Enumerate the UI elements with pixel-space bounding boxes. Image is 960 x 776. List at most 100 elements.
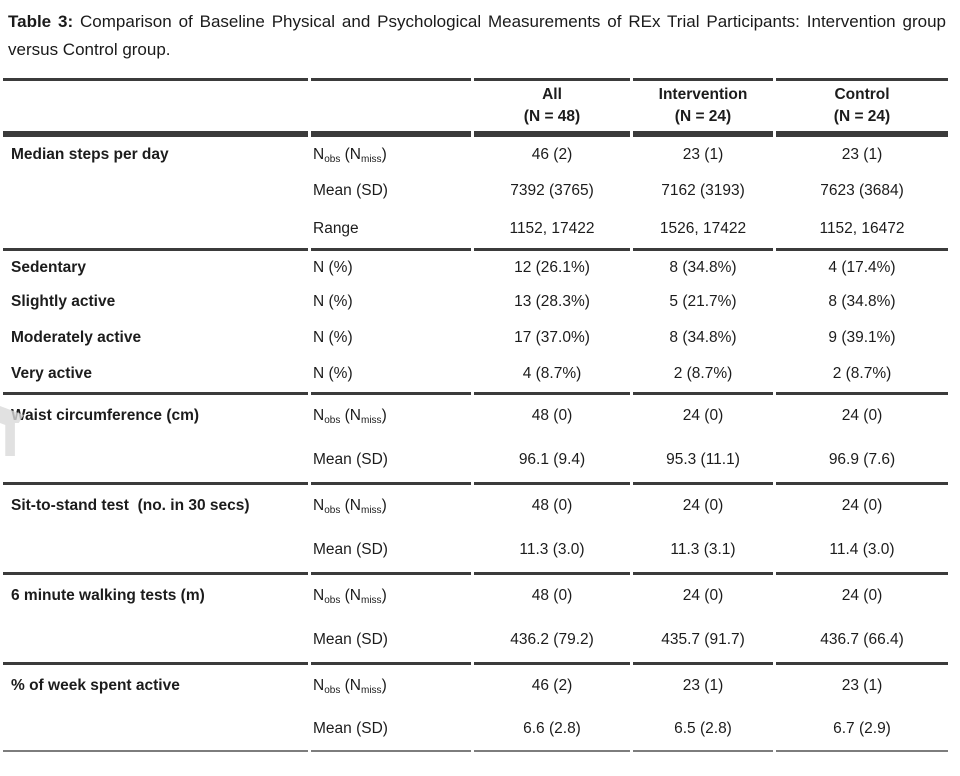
table-row: Waist circumference (cm) Nobs (Nmiss) 48… <box>3 392 948 437</box>
stat-nobs-base: N <box>313 497 325 515</box>
stat-nobs-sub: obs <box>324 153 341 165</box>
cell-intervention: 2 (8.7%) <box>673 365 733 383</box>
stat-nobs-sub: obs <box>324 595 341 607</box>
cell-intervention: 24 (0) <box>633 482 773 527</box>
cell-control: 2 (8.7%) <box>832 365 892 383</box>
stat-label-npct: N (%) <box>313 365 353 383</box>
col-header-control-n: (N = 24) <box>833 108 891 126</box>
table-row: Mean (SD) 436.2 (79.2) 435.7 (91.7) 436.… <box>3 617 948 662</box>
cell-control: 24 (0) <box>776 482 948 527</box>
cell-all: 46 (2) <box>474 662 630 707</box>
table-row: Mean (SD) 96.1 (9.4) 95.3 (11.1) 96.9 (7… <box>3 437 948 482</box>
table-row: Mean (SD) 6.6 (2.8) 6.5 (2.8) 6.7 (2.9) <box>3 707 948 753</box>
cell-control: 23 (1) <box>776 662 948 707</box>
cell-intervention: 8 (34.8%) <box>669 329 737 347</box>
stat-label-nobs: Nobs (Nmiss) <box>311 662 471 707</box>
table-row: Median steps per day Nobs (Nmiss) 46 (2)… <box>3 134 948 172</box>
header-spacer-measure <box>3 78 308 135</box>
stat-nobs-base: N <box>313 407 325 425</box>
stat-nobs-end: ) <box>381 407 387 425</box>
col-header-intervention: Intervention (N = 24) <box>633 78 773 135</box>
row-label: Very active <box>11 365 93 383</box>
row-label <box>3 527 308 572</box>
stat-nobs-mid: (N <box>340 145 361 163</box>
table-row: Mean (SD) 11.3 (3.0) 11.3 (3.1) 11.4 (3.… <box>3 527 948 572</box>
cell-intervention: 11.3 (3.1) <box>670 540 736 558</box>
row-label: Waist circumference (cm) <box>3 392 308 437</box>
baseline-measurements-table: All (N = 48) Intervention (N = 24) Control… <box>0 78 951 753</box>
cell-all: 7392 (3765) <box>510 182 594 200</box>
cell-control: 96.9 (7.6) <box>828 450 896 468</box>
stat-nobs-mid: (N <box>340 407 361 425</box>
stat-label-nobs: Nobs (Nmiss) <box>311 134 471 172</box>
row-label: Sit-to-stand test (no. in 30 secs) <box>3 482 308 527</box>
stat-nmiss-sub: miss <box>361 415 382 427</box>
table-caption: Table 3: Comparison of Baseline Physical… <box>8 8 946 63</box>
cell-all: 48 (0) <box>474 572 630 617</box>
cell-all: 11.3 (3.0) <box>519 540 585 558</box>
cell-all: 48 (0) <box>474 482 630 527</box>
stat-label-npct: N (%) <box>311 248 471 284</box>
table-row: Moderately active N (%) 17 (37.0%) 8 (34… <box>3 320 948 356</box>
cell-intervention: 24 (0) <box>633 572 773 617</box>
table-row: Very active N (%) 4 (8.7%) 2 (8.7%) 2 (8… <box>3 356 948 392</box>
row-label: Median steps per day <box>3 134 308 172</box>
cell-intervention: 6.5 (2.8) <box>633 707 773 753</box>
col-header-all-n: (N = 48) <box>523 108 581 126</box>
stat-nobs-base: N <box>313 587 325 605</box>
stat-label-range: Range <box>313 220 359 238</box>
stat-label-npct: N (%) <box>313 293 353 311</box>
cell-control: 24 (0) <box>776 392 948 437</box>
stat-label-nobs: Nobs (Nmiss) <box>311 392 471 437</box>
cell-all: 46 (2) <box>474 134 630 172</box>
col-header-control-name: Control <box>834 85 890 103</box>
table-row: Sit-to-stand test (no. in 30 secs) Nobs … <box>3 482 948 527</box>
stat-label-nobs: Nobs (Nmiss) <box>311 572 471 617</box>
row-label: % of week spent active <box>3 662 308 707</box>
stat-nmiss-sub: miss <box>361 595 382 607</box>
stat-nobs-end: ) <box>381 145 387 163</box>
row-label <box>3 617 308 662</box>
stat-label-npct: N (%) <box>313 329 353 347</box>
cell-all: 436.2 (79.2) <box>510 630 594 648</box>
stat-label-nobs: Nobs (Nmiss) <box>311 482 471 527</box>
cell-intervention: 1526, 17422 <box>659 220 747 238</box>
row-label <box>3 437 308 482</box>
cell-control: 23 (1) <box>776 134 948 172</box>
stat-nmiss-sub: miss <box>361 685 382 697</box>
col-header-control: Control (N = 24) <box>776 78 948 135</box>
table-row: 6 minute walking tests (m) Nobs (Nmiss) … <box>3 572 948 617</box>
stat-nobs-end: ) <box>381 497 387 515</box>
row-label: Moderately active <box>11 329 142 347</box>
table-row: Slightly active N (%) 13 (28.3%) 5 (21.7… <box>3 284 948 320</box>
row-label: 6 minute walking tests (m) <box>3 572 308 617</box>
cell-control: 436.7 (66.4) <box>820 630 904 648</box>
stat-nobs-mid: (N <box>340 497 361 515</box>
cell-intervention: 7162 (3193) <box>661 182 745 200</box>
col-header-all: All (N = 48) <box>474 78 630 135</box>
col-header-all-name: All <box>542 85 562 103</box>
stat-nobs-mid: (N <box>340 587 361 605</box>
stat-nobs-end: ) <box>381 677 387 695</box>
row-label: Sedentary <box>3 248 308 284</box>
table-caption-number: Table 3: <box>8 12 74 31</box>
table-row: Sedentary N (%) 12 (26.1%) 8 (34.8%) 4 (… <box>3 248 948 284</box>
stat-nobs-base: N <box>313 145 325 163</box>
cell-intervention: 5 (21.7%) <box>669 293 737 311</box>
cell-control: 4 (17.4%) <box>776 248 948 284</box>
stat-label-mean: Mean (SD) <box>313 182 388 200</box>
cell-all: 4 (8.7%) <box>522 365 582 383</box>
cell-intervention: 24 (0) <box>633 392 773 437</box>
row-label: Slightly active <box>11 293 116 311</box>
stat-nobs-end: ) <box>381 587 387 605</box>
col-header-intervention-n: (N = 24) <box>674 108 732 126</box>
stat-label-mean: Mean (SD) <box>313 630 388 648</box>
stat-nobs-base: N <box>313 677 325 695</box>
cell-control: 7623 (3684) <box>820 182 904 200</box>
cell-all: 12 (26.1%) <box>474 248 630 284</box>
cell-intervention: 435.7 (91.7) <box>661 630 745 648</box>
cell-all: 1152, 17422 <box>509 220 595 238</box>
stat-nmiss-sub: miss <box>361 153 382 165</box>
cell-control: 6.7 (2.9) <box>776 707 948 753</box>
cell-all: 17 (37.0%) <box>514 329 590 347</box>
